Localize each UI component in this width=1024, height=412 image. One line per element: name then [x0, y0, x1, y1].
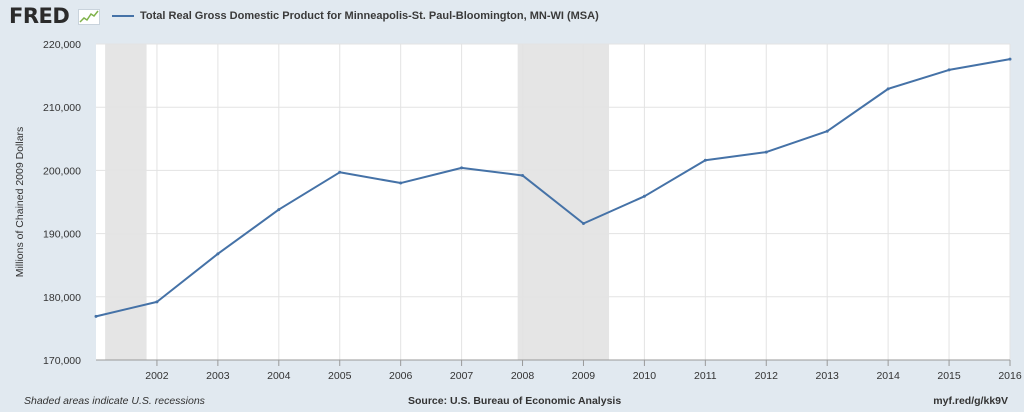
series-line [95, 58, 1011, 318]
x-tick-label: 2004 [267, 370, 291, 382]
data-point [703, 158, 707, 162]
x-tick-label: 2005 [328, 370, 352, 382]
x-tick-label: 2011 [694, 370, 717, 382]
x-tick-label: 2003 [206, 370, 230, 382]
data-point [399, 181, 403, 185]
data-point [581, 221, 585, 225]
data-point [216, 252, 220, 256]
recession-band-1 [517, 44, 610, 360]
x-tick-label: 2015 [937, 370, 961, 382]
recession-band-0 [105, 44, 147, 360]
data-point [277, 208, 281, 212]
data-point [1008, 57, 1012, 61]
data-point [764, 150, 768, 154]
y-tick-label: 190,000 [43, 229, 81, 241]
x-tick-label: 2013 [816, 370, 840, 382]
source-text: Source: U.S. Bureau of Economic Analysis [408, 395, 622, 407]
data-point [642, 194, 646, 198]
data-point [886, 87, 890, 91]
y-tick-label: 220,000 [43, 39, 81, 51]
x-tick-label: 2007 [450, 370, 474, 382]
x-tick-label: 2002 [145, 370, 169, 382]
data-point [94, 314, 98, 318]
data-point [521, 173, 525, 177]
recession-note: Shaded areas indicate U.S. recessions [24, 395, 205, 407]
data-point [338, 170, 342, 174]
y-axis: 170,000 180,000 190,000 200,000 210,000 220,0… [43, 39, 81, 367]
y-tick-label: 180,000 [43, 292, 81, 304]
series [94, 57, 1012, 318]
chart-logo-icon [78, 9, 100, 25]
data-point [947, 68, 951, 72]
legend[interactable]: Total Real Gross Domestic Product for Mi… [112, 10, 599, 22]
data-point [825, 129, 829, 133]
x-tick-label: 2012 [755, 370, 779, 382]
x-tick-label: 2010 [633, 370, 657, 382]
x-tick-label: 2009 [572, 370, 596, 382]
y-axis-label: Millions of Chained 2009 Dollars [14, 127, 26, 278]
y-tick-label: 200,000 [43, 165, 81, 177]
line-chart: 170,000 180,000 190,000 200,000 210,000 220,0… [14, 39, 1022, 382]
y-tick-label: 210,000 [43, 102, 81, 114]
legend-swatch [112, 15, 134, 17]
x-tick-label: 2016 [998, 370, 1022, 382]
x-axis: 2002 2003 2004 2005 2006 2007 2008 2009 2010 2011… [96, 359, 1022, 382]
x-tick-label: 2014 [876, 370, 900, 382]
fred-logo[interactable]: FRED [9, 4, 70, 28]
data-point [460, 166, 464, 170]
data-point [155, 300, 159, 304]
y-tick-label: 170,000 [43, 355, 81, 367]
recession-shading [105, 44, 610, 360]
short-link[interactable]: myf.red/g/kk9V [933, 395, 1008, 407]
x-tick-label: 2006 [389, 370, 413, 382]
legend-label: Total Real Gross Domestic Product for Mi… [140, 10, 599, 22]
x-tick-label: 2008 [511, 370, 535, 382]
chart-header: FRED Total Real Gross Domestic Product f… [0, 0, 1024, 34]
